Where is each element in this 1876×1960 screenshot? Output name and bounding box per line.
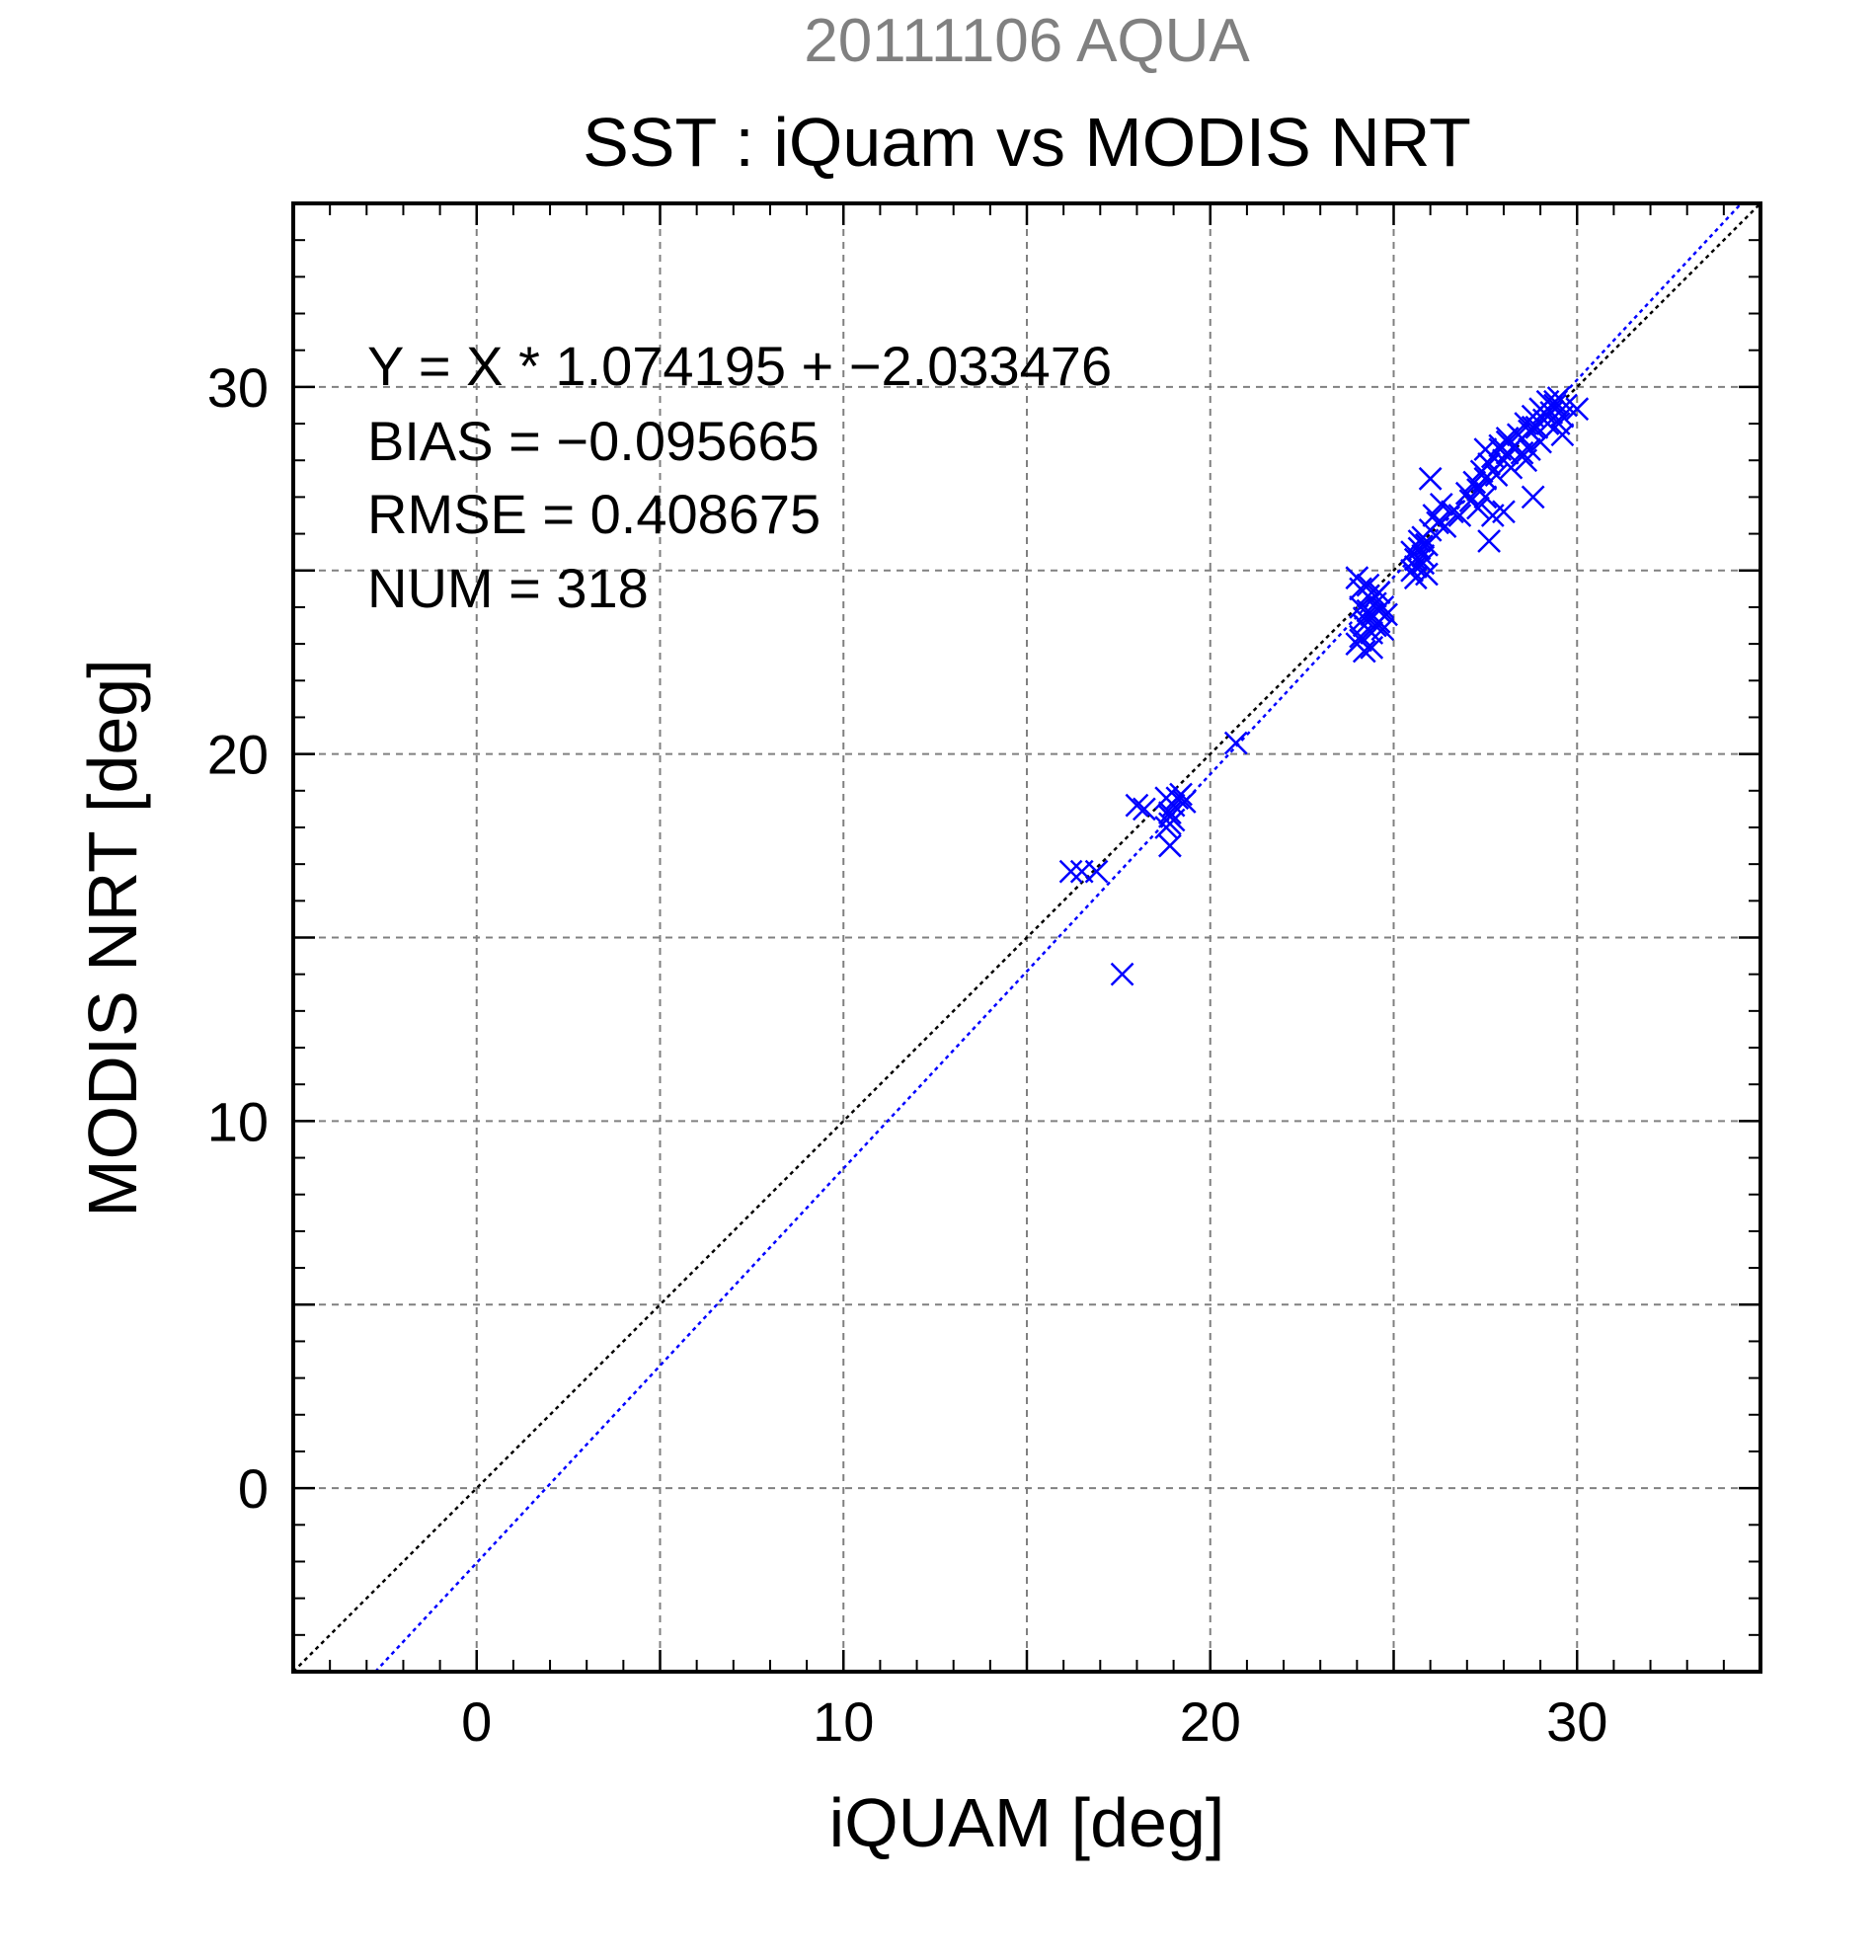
scatter-point xyxy=(1433,514,1457,539)
scatter-point xyxy=(1158,812,1182,836)
scatter-point xyxy=(1415,532,1439,557)
scatter-point xyxy=(1426,510,1449,535)
tick-labels: 0 10 20 30 0 10 20 30 xyxy=(207,356,1608,1753)
scatter-point xyxy=(1172,790,1197,814)
scatter-point xyxy=(1370,617,1395,642)
scatter-point xyxy=(1352,606,1376,630)
grid-lines xyxy=(293,203,1760,1672)
scatter-point xyxy=(1345,566,1369,590)
scatter-point xyxy=(1521,415,1545,439)
stats-line-regression: Y = X * 1.074195 + −2.033476 xyxy=(367,335,1112,397)
scatter-point xyxy=(1158,833,1182,858)
scatter-point xyxy=(1477,529,1501,553)
scatter-point xyxy=(1477,452,1501,476)
regression-fit-line xyxy=(374,202,1743,1673)
scatter-point xyxy=(1418,466,1443,491)
scatter-point xyxy=(1367,581,1391,604)
scatter-point xyxy=(1492,500,1516,524)
scatter-point xyxy=(1125,793,1149,818)
x-tick-label: 30 xyxy=(1546,1690,1607,1753)
reference-lines xyxy=(292,202,1761,1673)
scatter-point xyxy=(1518,437,1541,461)
scatter-point xyxy=(1499,455,1524,480)
stats-line-bias: BIAS = −0.095665 xyxy=(367,410,820,472)
y-tick-label: 30 xyxy=(207,356,269,419)
scatter-point xyxy=(1367,598,1391,623)
scatter-point xyxy=(1521,485,1545,510)
scatter-point xyxy=(1403,555,1428,579)
scatter-points xyxy=(1058,386,1590,986)
scatter-point xyxy=(1441,500,1464,524)
plot-frame xyxy=(291,201,1762,1674)
scatter-point xyxy=(1403,566,1428,590)
scatter-point xyxy=(1360,635,1384,660)
scatter-point xyxy=(1374,602,1398,627)
scatter-point xyxy=(1528,430,1552,454)
y-tick-label: 0 xyxy=(238,1457,269,1520)
scatter-point xyxy=(1531,401,1556,425)
scatter-point xyxy=(1565,397,1590,422)
statistics-annotation: Y = X * 1.074195 + −2.033476 BIAS = −0.0… xyxy=(367,335,1112,619)
y-tick-label: 20 xyxy=(207,724,269,786)
scatter-point xyxy=(1158,801,1182,824)
scatter-point xyxy=(1356,598,1380,623)
x-tick-label: 10 xyxy=(813,1690,874,1753)
scatter-point xyxy=(1110,962,1134,986)
identity-line xyxy=(292,202,1761,1673)
x-tick-label: 0 xyxy=(461,1690,492,1753)
x-axis-label: iQUAM [deg] xyxy=(829,1784,1225,1861)
scatter-point xyxy=(1473,437,1498,461)
x-tick-label: 20 xyxy=(1180,1690,1241,1753)
scatter-point xyxy=(1058,859,1083,884)
scatter-point xyxy=(1447,504,1472,527)
scatter-point xyxy=(1466,496,1490,520)
scatter-point xyxy=(1084,859,1109,884)
scatter-point xyxy=(1550,423,1575,447)
scatter-point xyxy=(1495,430,1520,454)
y-axis-label: MODIS NRT [deg] xyxy=(74,659,151,1216)
chart-subtitle: 20111106 AQUA xyxy=(804,7,1250,75)
scatter-point xyxy=(1543,393,1567,418)
scatter-point xyxy=(1169,782,1193,807)
scatter-point xyxy=(1429,492,1453,516)
stats-line-rmse: RMSE = 0.408675 xyxy=(367,483,821,545)
scatter-point xyxy=(1473,485,1498,510)
stats-line-num: NUM = 318 xyxy=(367,557,649,619)
chart-title: SST : iQuam vs MODIS NRT xyxy=(583,104,1471,181)
scatter-point xyxy=(1356,573,1380,597)
scatter-point xyxy=(1223,731,1248,755)
scatter-point xyxy=(1154,786,1179,811)
scatter-point xyxy=(1132,797,1156,822)
scatter-point xyxy=(1484,463,1509,487)
y-tick-label: 10 xyxy=(207,1090,269,1152)
